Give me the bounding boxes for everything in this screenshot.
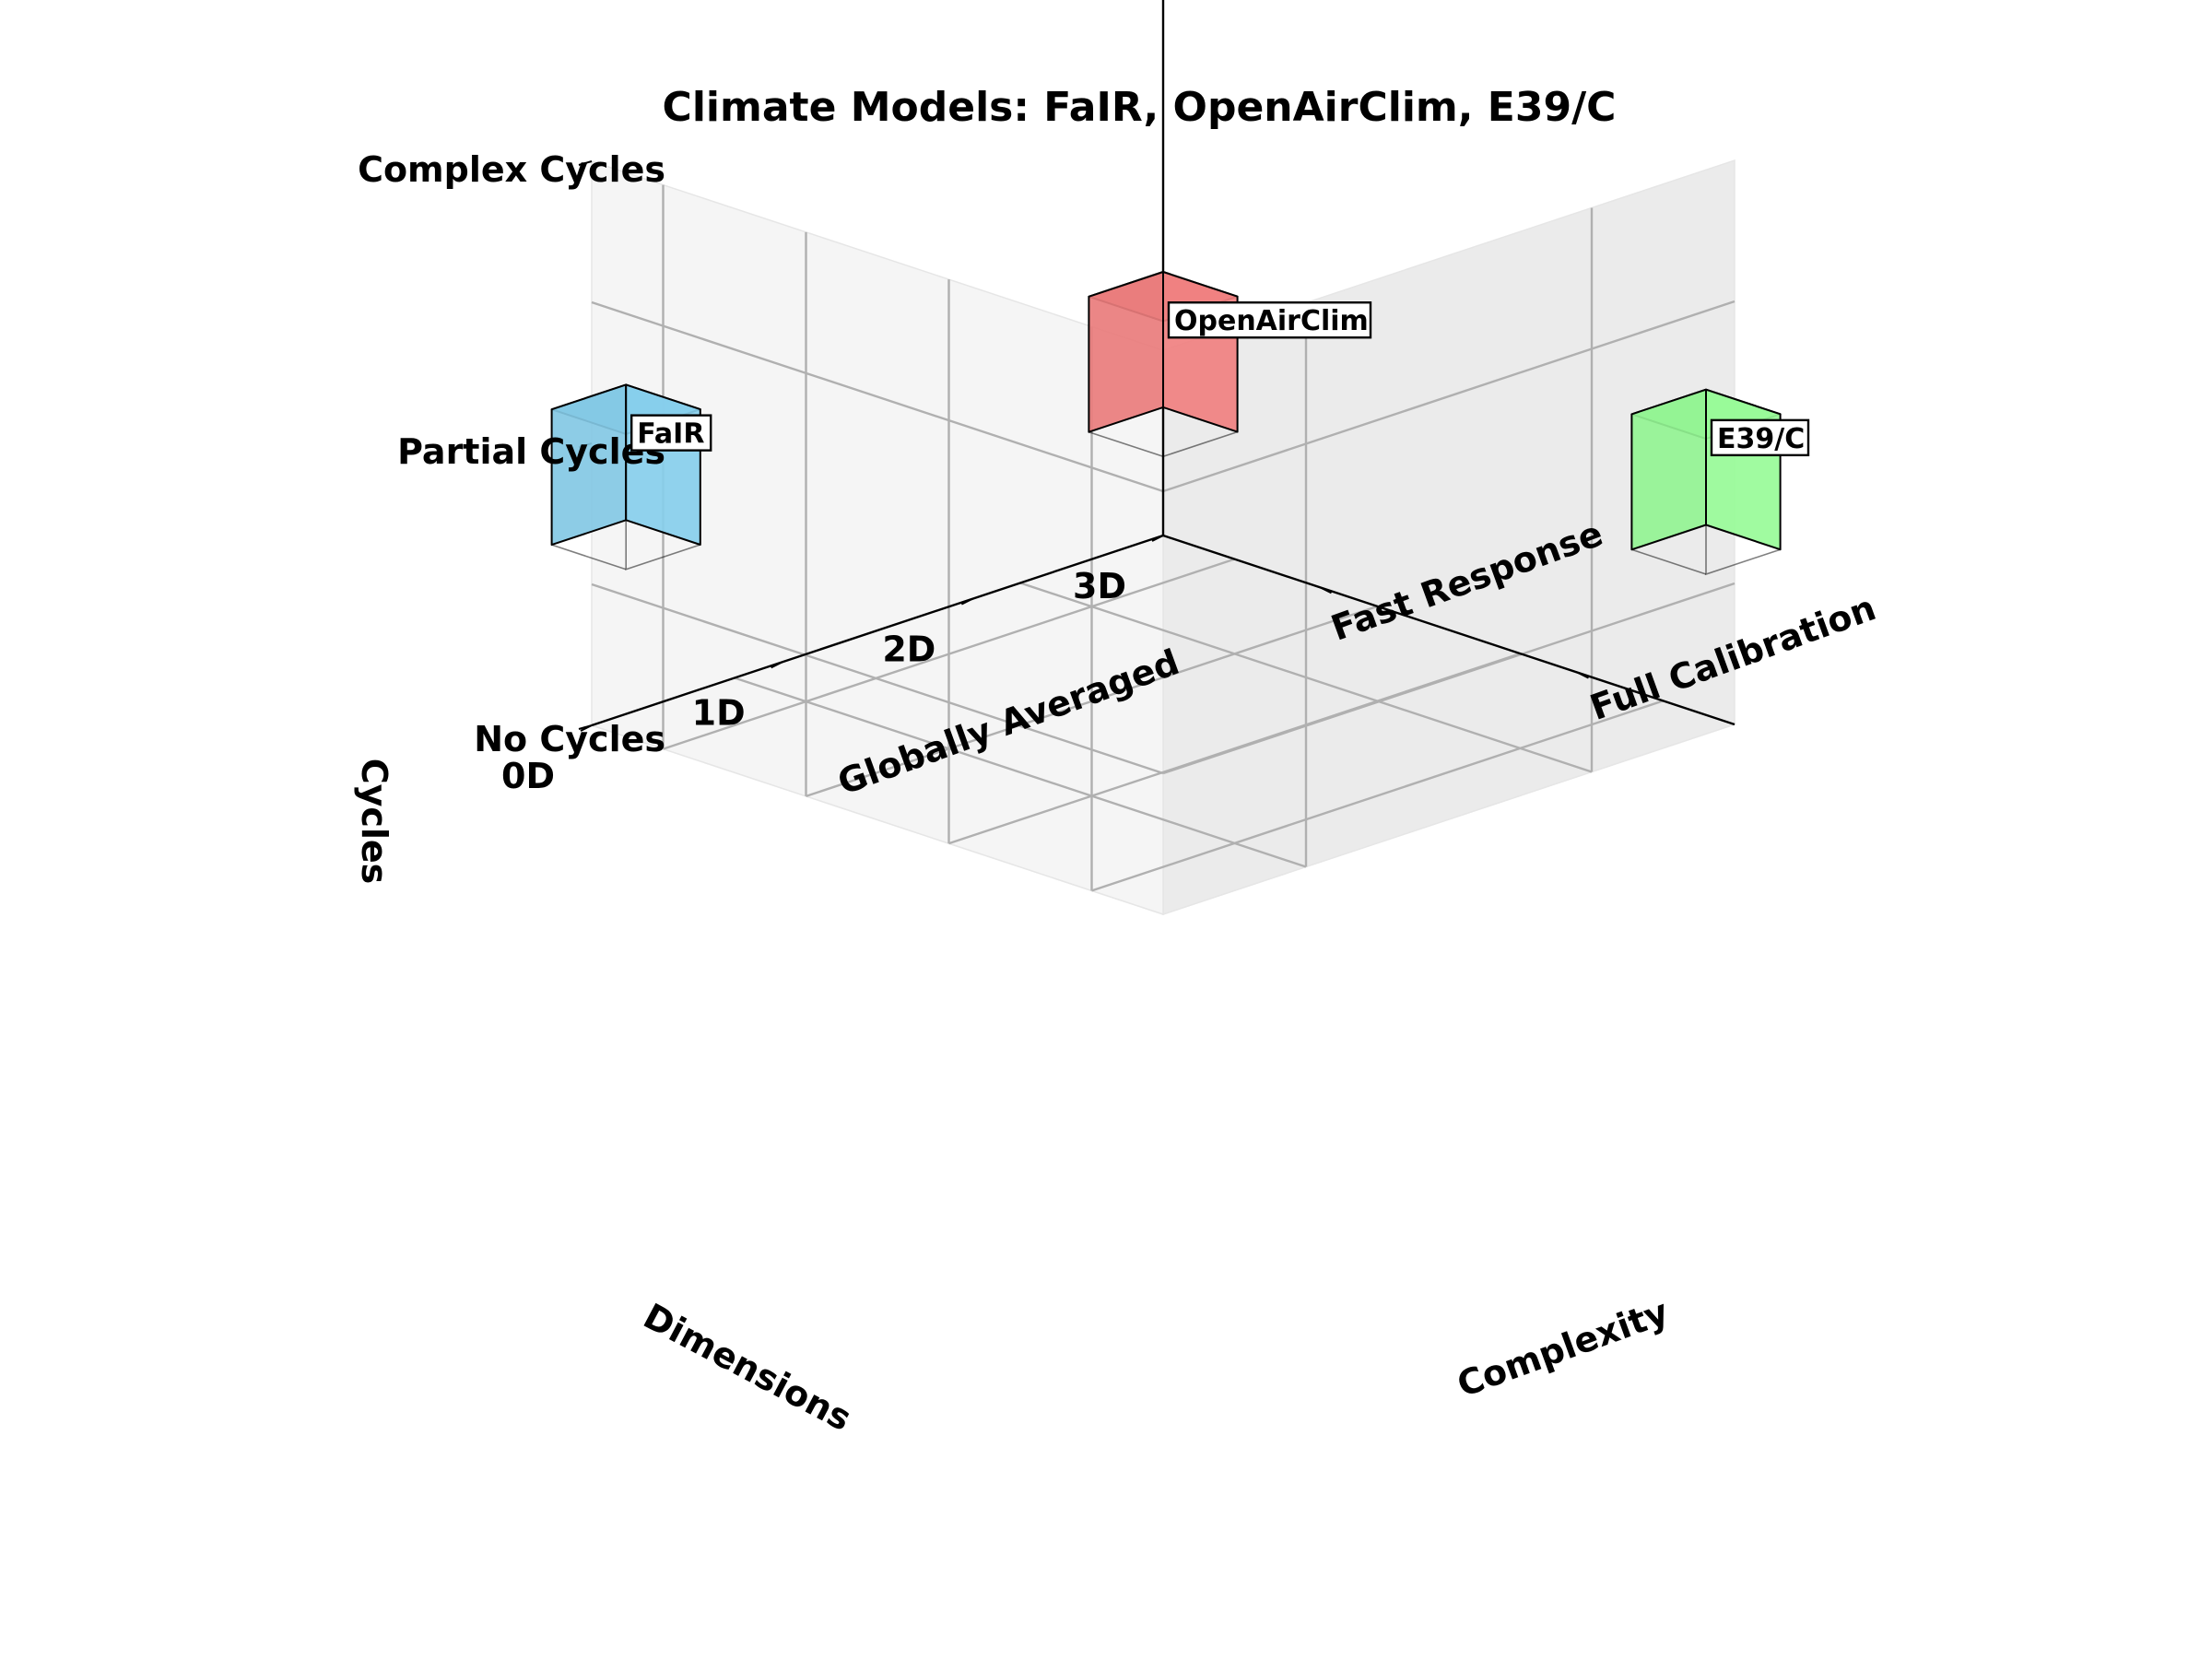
gridline-dimensions [1091,700,1664,892]
z-axis-label: Cycles [354,759,394,885]
z-tick-label: Complex Cycles [358,149,665,190]
model-label: FaIR [630,414,712,452]
y-tick-label: 3D [1073,566,1126,606]
model-label: OpenAirClim [1167,301,1372,339]
z-tick-label: Partial Cycles [397,431,665,472]
y-axis-line [591,534,1164,727]
cube-hidden-edge [551,544,627,571]
gridline-dimensions [806,605,1378,798]
model-label: E39/C [1710,418,1810,457]
z-tick-label: No Cycles [474,719,665,759]
gridline-cycles [591,300,1164,493]
y-tick-mark [771,661,783,669]
gridline-complexity [1019,582,1593,773]
x-axis-line [1162,534,1735,726]
model-cube [1088,271,1239,458]
x-tick-mark [1577,671,1589,679]
cube-hidden-edge [1088,430,1164,458]
y-tick-mark [960,597,973,606]
model-label-box [1167,301,1372,339]
y-tick-label: 1D [692,692,746,733]
cube-right-face [1705,388,1782,551]
cube-right-face [1162,271,1239,433]
cube-hidden-edge [1631,548,1707,575]
x-axis-label: Complexity [1452,1291,1674,1406]
gridline-cycles [591,582,1164,775]
y-tick-label: 0D [501,756,555,796]
gridline-dimensions [663,558,1235,750]
x-tick-mark [1320,586,1332,594]
model-label-box [1710,418,1810,457]
y-tick-label: 2D [882,629,935,670]
gridline-complexity [734,677,1307,868]
gridline-cycles [1162,582,1735,775]
z-tick-mark [578,160,593,166]
z-tick-mark [578,724,593,730]
chart-gridlines [591,184,1735,892]
cube-left-face [1088,271,1164,433]
y-tick-mark [1151,535,1164,542]
model-label-text: E39/C [1717,423,1805,455]
model-label-box [630,414,712,452]
model-label-text: FaIR [637,418,704,451]
chart-title: Climate Models: FaIR, OpenAirClim, E39/C [663,84,1617,131]
y-axis-label: Dimensions [637,1296,858,1439]
gridline-cycles [1162,300,1735,493]
model-label-text: OpenAirClim [1174,305,1369,337]
cube-left-face [1630,388,1707,551]
